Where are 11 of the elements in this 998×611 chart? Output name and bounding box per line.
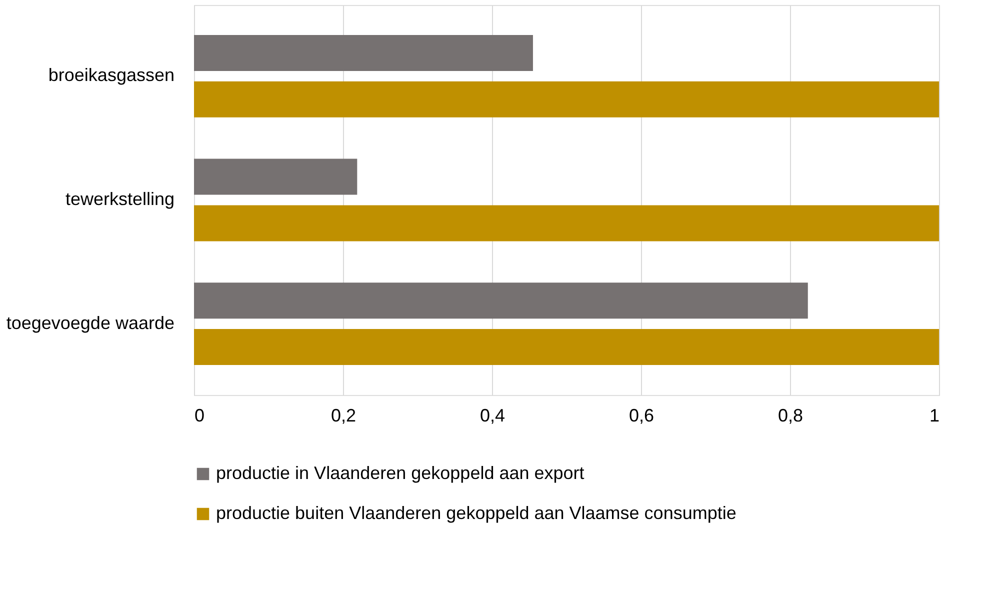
x-tick-label: 0,8 <box>778 406 804 426</box>
y-tick-label: broeikasgassen <box>48 65 174 86</box>
x-tick-label: 0,6 <box>628 406 654 426</box>
legend-label: productie in Vlaanderen gekoppeld aan export <box>216 463 584 483</box>
x-tick-label: 1 <box>929 406 940 426</box>
y-tick-label: tewerkstelling <box>65 189 174 209</box>
y-tick-label: toegevoegde waarde <box>6 312 174 333</box>
legend-label: productie buiten Vlaanderen gekoppeld aan Vlaamse consumptie <box>216 503 736 523</box>
x-tick-label: 0 <box>194 406 205 426</box>
x-tick-label: 0,2 <box>330 406 356 426</box>
x-tick-label: 0,4 <box>480 406 506 426</box>
